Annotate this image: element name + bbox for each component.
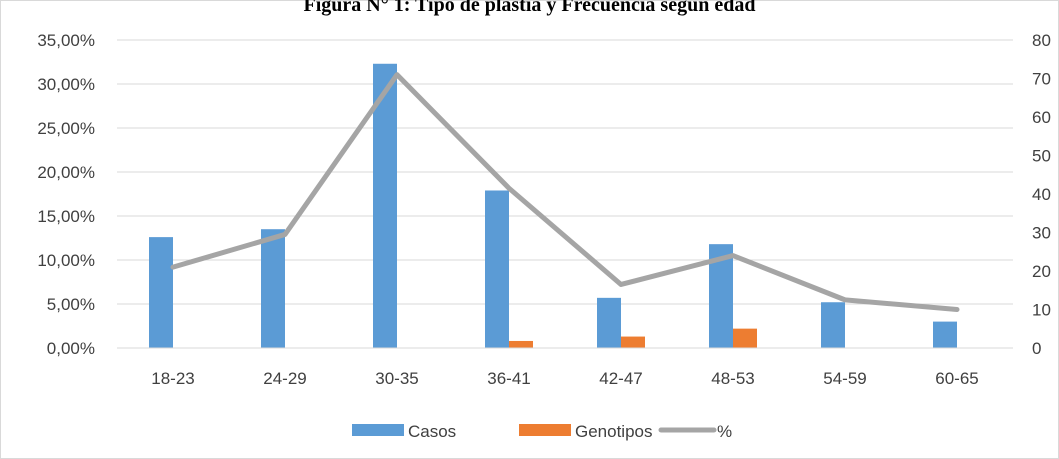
legend: Casos Genotipos%: [352, 422, 732, 441]
legend-swatch-casos: [352, 424, 404, 436]
legend-label: Genotipos: [575, 422, 653, 441]
x-tick-label: 48-53: [711, 369, 754, 388]
left-tick-label: 15,00%: [37, 207, 95, 226]
left-tick-label: 25,00%: [37, 119, 95, 138]
bar-genotipos: [509, 340, 533, 348]
chart-title: Figura N° 1: Tipo de plastia y Frecuenci…: [303, 0, 756, 16]
bar-casos: [485, 190, 509, 348]
line-percent: [170, 72, 960, 312]
right-tick-label: 70: [1032, 70, 1051, 89]
left-tick-label: 30,00%: [37, 75, 95, 94]
right-tick-label: 50: [1032, 147, 1051, 166]
x-tick-label: 54-59: [823, 369, 866, 388]
left-tick-label: 35,00%: [37, 31, 95, 50]
left-tick-label: 10,00%: [37, 251, 95, 270]
bar-casos: [373, 63, 397, 348]
right-tick-label: 30: [1032, 224, 1051, 243]
bar-genotipos: [733, 328, 757, 348]
bar-casos: [933, 321, 957, 348]
x-tick-label: 42-47: [599, 369, 642, 388]
right-tick-label: 40: [1032, 185, 1051, 204]
line-series: [170, 72, 960, 312]
right-axis: 0 10 20 30 40 50 60 70 80: [1032, 31, 1051, 358]
legend-label: Casos: [408, 422, 456, 441]
left-tick-label: 20,00%: [37, 163, 95, 182]
right-tick-label: 20: [1032, 262, 1051, 281]
x-tick-label: 24-29: [263, 369, 306, 388]
bar-casos: [149, 237, 173, 348]
right-tick-label: 0: [1032, 339, 1041, 358]
bars: [149, 63, 957, 348]
x-axis: 18-23 24-29 30-35 36-41 42-47 48-53 54-59 60-65: [117, 347, 1013, 388]
left-axis: 0,00% 5,00% 10,00% 15,00% 20,00% 25,00% 30,00%…: [37, 31, 95, 358]
x-tick-label: 18-23: [151, 369, 194, 388]
bar-genotipos: [621, 336, 645, 348]
left-tick-label: 0,00%: [47, 339, 95, 358]
left-tick-label: 5,00%: [47, 295, 95, 314]
x-tick-label: 60-65: [935, 369, 978, 388]
gridlines: [117, 39, 1013, 349]
x-tick-label: 36-41: [487, 369, 530, 388]
legend-swatch-genotipos: [519, 424, 571, 436]
right-tick-label: 10: [1032, 301, 1051, 320]
bar-casos: [261, 229, 285, 348]
legend-label: %: [717, 422, 732, 441]
bar-casos: [821, 302, 845, 348]
right-tick-label: 80: [1032, 31, 1051, 50]
bar-casos: [597, 297, 621, 348]
x-tick-label: 30-35: [375, 369, 418, 388]
right-tick-label: 60: [1032, 108, 1051, 127]
